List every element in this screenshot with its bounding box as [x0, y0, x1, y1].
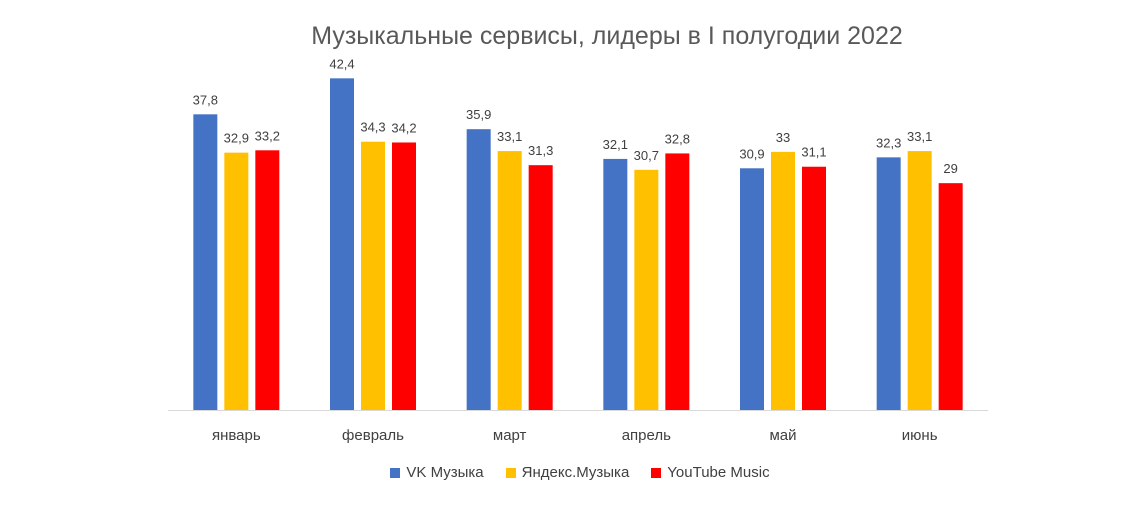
legend-label-yandex: Яндекс.Музыка: [521, 464, 630, 481]
data-label: 35,9: [466, 107, 491, 122]
data-label: 32,3: [876, 135, 901, 150]
bar-youtube-5: [938, 183, 963, 410]
data-label: 32,1: [603, 137, 628, 152]
data-label: 42,4: [329, 56, 354, 71]
legend-item-vk: VK Музыка: [390, 464, 484, 481]
bar-yandex-2: [497, 151, 522, 410]
x-tick-label: июнь: [902, 427, 938, 444]
data-label: 37,8: [193, 92, 218, 107]
data-label: 34,2: [391, 120, 416, 135]
bar-youtube-0: [255, 150, 280, 410]
x-tick-label: январь: [212, 427, 261, 444]
data-label: 32,8: [665, 131, 690, 146]
legend-swatch-youtube: [651, 467, 662, 478]
data-label: 34,3: [360, 120, 385, 135]
bar-yandex-5: [907, 151, 932, 410]
x-tick-label: апрель: [622, 427, 671, 444]
legend-label-vk: VK Музыка: [406, 464, 484, 481]
x-tick-label: февраль: [342, 427, 404, 444]
bar-vk-5: [876, 157, 901, 410]
data-label: 33: [776, 130, 790, 145]
bar-yandex-3: [634, 169, 659, 410]
data-label: 31,3: [528, 143, 553, 158]
data-label: 33,2: [255, 128, 280, 143]
bar-youtube-3: [665, 153, 690, 411]
legend: VK Музыка Яндекс.Музыка YouTube Music: [0, 464, 1147, 481]
bar-youtube-1: [392, 142, 416, 411]
legend-item-yandex: Яндекс.Музыка: [505, 464, 630, 481]
bar-vk-0: [193, 114, 218, 410]
bar-vk-4: [740, 168, 764, 410]
data-label: 33,1: [907, 129, 932, 144]
bar-youtube-2: [528, 165, 553, 410]
legend-item-youtube: YouTube Music: [651, 464, 770, 481]
data-label: 29: [943, 161, 957, 176]
bar-vk-2: [466, 129, 491, 410]
bar-yandex-0: [224, 152, 249, 410]
legend-swatch-yandex: [505, 467, 516, 478]
x-tick-label: май: [769, 427, 796, 444]
legend-swatch-vk: [390, 467, 401, 478]
bar-yandex-4: [771, 151, 795, 410]
legend-label-youtube: YouTube Music: [667, 464, 770, 481]
data-label: 32,9: [224, 131, 249, 146]
bar-vk-1: [330, 78, 354, 411]
chart-title: Музыкальные сервисы, лидеры в I полугоди…: [311, 22, 903, 50]
data-label: 31,1: [801, 145, 826, 160]
data-label: 33,1: [497, 129, 522, 144]
bar-youtube-4: [802, 166, 826, 410]
data-label: 30,7: [634, 148, 659, 163]
x-tick-label: март: [493, 427, 527, 444]
bar-vk-3: [603, 158, 628, 410]
bar-yandex-1: [361, 141, 385, 410]
data-label: 30,9: [739, 146, 764, 161]
